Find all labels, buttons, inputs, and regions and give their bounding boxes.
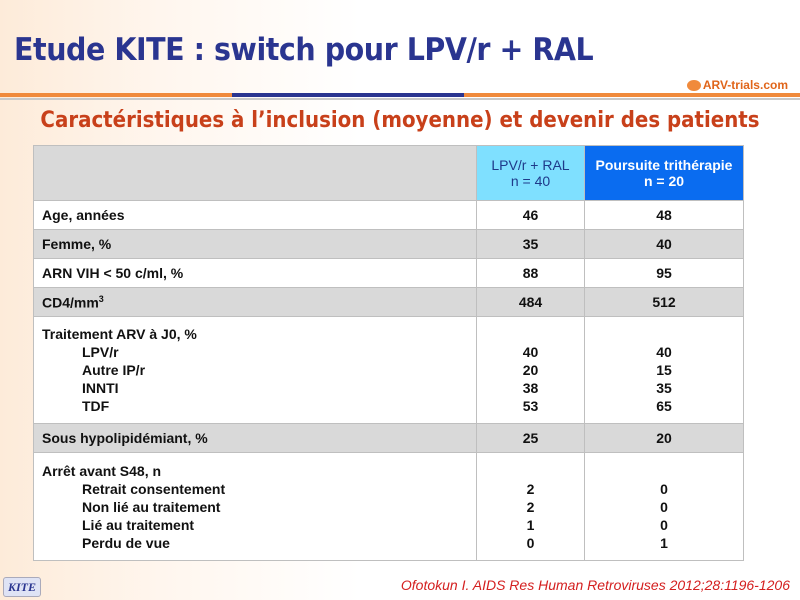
row-label: Arrêt avant S48, n Retrait consentement N… [33, 452, 477, 561]
header-n: n = 40 [510, 173, 551, 189]
value: 0 [660, 480, 668, 497]
cell: 95 [584, 258, 744, 288]
header-empty-cell [33, 145, 477, 201]
sub-label: Perdu de vue [82, 534, 170, 551]
value: 38 [522, 380, 539, 396]
title-divider [0, 93, 800, 97]
table-row: Age, années 46 48 [33, 200, 744, 230]
table-row: Traitement ARV à J0, % LPV/r Autre IP/r IN… [33, 316, 744, 424]
value: 15 [656, 362, 672, 378]
header-lpvr-ral: LPV/r + RAL n = 40 [476, 145, 585, 201]
logo-icon [686, 80, 701, 92]
value: 53 [522, 398, 539, 414]
value: 0 [660, 516, 668, 533]
header-n: n = 20 [643, 173, 685, 189]
row-label: Femme, % [33, 229, 477, 259]
cell: 88 [476, 258, 585, 288]
value: 65 [656, 398, 672, 414]
value: 1 [660, 534, 668, 551]
value: 2 [526, 480, 535, 497]
slide-title: Etude KITE : switch pour LPV/r + RAL [14, 32, 594, 68]
patient-characteristics-table: LPV/r + RAL n = 40 Poursuite trithérapie n… [33, 145, 744, 561]
row-label-text: Arrêt avant S48, n [42, 462, 162, 479]
cell: 48 [584, 200, 744, 230]
value: 2 [526, 498, 535, 515]
sub-label: Non lié au traitement [82, 498, 221, 515]
table-row: Arrêt avant S48, n Retrait consentement N… [33, 452, 744, 561]
row-label: CD4/mm3 [33, 287, 477, 317]
sub-label: INNTI [82, 380, 119, 396]
header-label: LPV/r + RAL [491, 157, 570, 173]
row-label-text: Traitement ARV à J0, % [42, 326, 197, 342]
sub-label: TDF [82, 398, 110, 414]
slide-subtitle: Caractéristiques à l’inclusion (moyenne)… [40, 108, 760, 133]
kite-badge: KITE [3, 577, 41, 597]
sub-label: Autre IP/r [82, 362, 146, 378]
table-header-row: LPV/r + RAL n = 40 Poursuite trithérapie n… [33, 145, 744, 201]
sub-label: Retrait consentement [82, 480, 226, 497]
value: 1 [526, 516, 535, 533]
cell: 25 [476, 423, 585, 453]
reference-citation: Ofotokun I. AIDS Res Human Retroviruses … [400, 577, 790, 593]
table-row: Femme, % 35 40 [33, 229, 744, 259]
cell: 484 [476, 287, 585, 317]
row-label: ARN VIH < 50 c/ml, % [33, 258, 477, 288]
logo-text: ARV-trials.com [702, 78, 788, 92]
row-label-text: CD4/mm [42, 294, 99, 311]
title-divider-shadow [0, 98, 800, 100]
value: 40 [656, 344, 672, 360]
cell: 40 15 35 65 [584, 316, 744, 424]
cell: 35 [476, 229, 585, 259]
header-label: Poursuite trithérapie [595, 157, 733, 173]
row-label: Sous hypolipidémiant, % [33, 423, 477, 453]
value: 20 [522, 362, 539, 378]
cell: 20 [584, 423, 744, 453]
cell: 46 [476, 200, 585, 230]
header-trithérapie: Poursuite trithérapie n = 20 [584, 145, 744, 201]
sub-label: LPV/r [82, 344, 119, 360]
value: 40 [522, 344, 539, 360]
table-row: CD4/mm3 484 512 [33, 287, 744, 317]
table-row: Sous hypolipidémiant, % 25 20 [33, 423, 744, 453]
value: 35 [656, 380, 672, 396]
cell: 40 [584, 229, 744, 259]
cell: 40 20 38 53 [476, 316, 585, 424]
cell: 512 [584, 287, 744, 317]
row-label: Traitement ARV à J0, % LPV/r Autre IP/r IN… [33, 316, 477, 424]
value: 0 [660, 498, 668, 515]
value: 0 [526, 534, 535, 551]
row-label: Age, années [33, 200, 477, 230]
sub-label: Lié au traitement [82, 516, 195, 533]
superscript: 3 [98, 293, 104, 304]
table-row: ARN VIH < 50 c/ml, % 88 95 [33, 258, 744, 288]
arv-trials-logo: ARV-trials.com [686, 78, 788, 92]
